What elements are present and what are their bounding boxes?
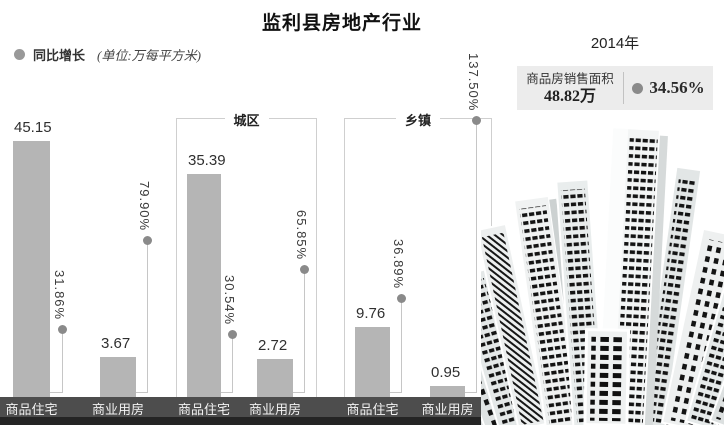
bar-value-label: 35.39	[188, 152, 226, 169]
legend-unit: (单位:万每平方米)	[97, 47, 202, 63]
bar-value-label: 0.95	[431, 364, 461, 381]
skyscrapers-illustration	[481, 125, 724, 425]
growth-percent-label: 30.54%	[222, 274, 237, 325]
sales-metric-label: 商品房销售面积	[526, 71, 614, 86]
growth-dot-icon	[472, 116, 481, 125]
axis-category-label: 商品住宅	[346, 402, 399, 417]
legend-dot-icon	[14, 48, 25, 60]
axis-band-shadow	[0, 417, 724, 425]
bar	[355, 327, 390, 397]
growth-stem-foot	[390, 392, 402, 393]
growth-percent-label: 79.90%	[137, 180, 152, 231]
bar-value-label: 45.15	[14, 119, 52, 136]
growth-stem	[401, 298, 402, 393]
sales-metric-value: 48.82万	[543, 87, 596, 105]
growth-stem-foot	[50, 392, 63, 393]
growth-percent-label: 36.89%	[391, 238, 406, 289]
axis-category-label: 商品住宅	[177, 402, 230, 417]
growth-dot-icon	[228, 330, 237, 339]
legend: 同比增长 (单位:万每平方米)	[14, 46, 202, 63]
bar-value-label: 9.76	[356, 305, 386, 322]
infobox-divider	[623, 72, 624, 104]
growth-dot-icon	[632, 82, 644, 94]
bar	[430, 386, 465, 397]
growth-stem-foot	[221, 392, 233, 393]
growth-percent-label: 31.86%	[52, 269, 67, 320]
sales-growth: 34.56%	[624, 78, 713, 98]
growth-stem	[147, 240, 148, 393]
year-label: 2014年	[590, 35, 640, 52]
axis-category-label: 商业用房	[421, 402, 474, 417]
growth-dot-icon	[143, 236, 152, 245]
growth-dot-icon	[58, 325, 67, 334]
growth-stem	[476, 120, 477, 393]
legend-label: 同比增长	[33, 47, 86, 63]
bar	[100, 357, 136, 397]
axis-category-label: 商品住宅	[5, 402, 58, 417]
sales-metric: 商品房销售面积 48.82万	[517, 71, 623, 106]
growth-stem-foot	[136, 392, 148, 393]
group-box: 城区	[176, 110, 317, 397]
growth-stem-foot	[465, 392, 477, 393]
growth-dot-icon	[397, 294, 406, 303]
sales-growth-value: 34.56%	[649, 78, 705, 97]
growth-percent-label: 137.50%	[466, 52, 481, 111]
growth-dot-icon	[300, 265, 309, 274]
sales-info-box: 商品房销售面积 48.82万 34.56%	[517, 66, 713, 110]
growth-stem	[304, 269, 305, 393]
bar	[13, 141, 50, 397]
axis-category-label: 商业用房	[91, 402, 144, 417]
bar	[187, 174, 221, 397]
bar-value-label: 2.72	[258, 337, 288, 354]
page-title: 监利县房地产行业	[261, 13, 422, 34]
growth-percent-label: 65.85%	[294, 209, 309, 260]
axis-category-label: 商业用房	[248, 402, 301, 417]
bar-value-label: 3.67	[101, 335, 131, 352]
growth-stem	[232, 334, 233, 393]
growth-stem-foot	[293, 392, 305, 393]
growth-stem	[62, 329, 63, 393]
bar	[257, 359, 293, 397]
group-label: 乡镇	[395, 110, 441, 129]
group-label: 城区	[224, 110, 269, 129]
